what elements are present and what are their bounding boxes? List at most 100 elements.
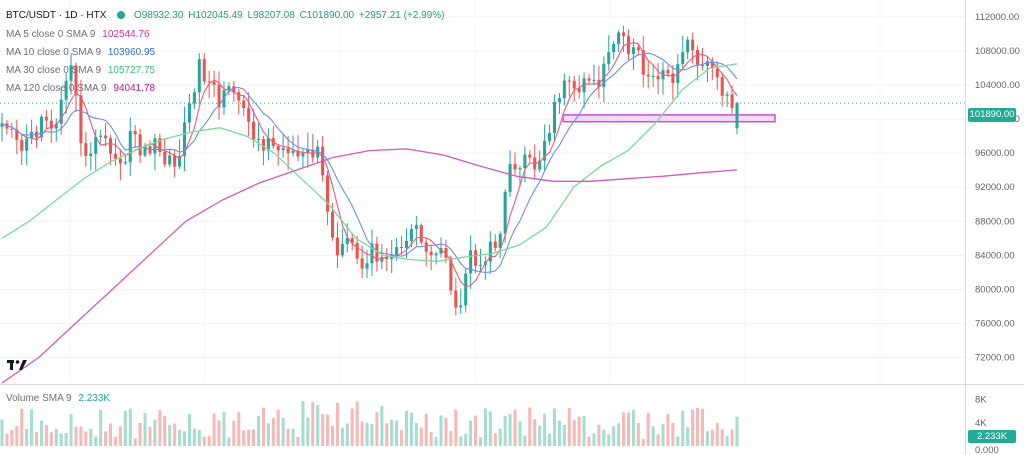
volume-bar xyxy=(469,420,473,446)
volume-bar xyxy=(340,427,344,446)
candle-body xyxy=(429,251,433,256)
volume-bar xyxy=(256,415,261,446)
market-status-dot xyxy=(117,11,126,19)
volume-bar xyxy=(44,425,48,446)
candle-body xyxy=(306,149,310,154)
candle-body xyxy=(651,76,655,78)
ma10-label: MA 10 close 0 SMA 9 xyxy=(6,47,102,58)
candle-body xyxy=(582,78,586,93)
volume-bar xyxy=(725,436,729,446)
volume-bar xyxy=(227,437,231,446)
volume-bar xyxy=(641,439,645,446)
volume-bar xyxy=(454,409,458,446)
candle-body xyxy=(281,148,285,151)
candle-body xyxy=(94,136,98,154)
candle-body xyxy=(182,122,187,156)
candle-body xyxy=(557,98,561,103)
ma10-legend[interactable]: MA 10 close 0 SMA 9 103960.95 xyxy=(6,47,155,59)
volume-bar xyxy=(94,436,98,446)
candle-body xyxy=(454,290,458,308)
volume-bar xyxy=(577,416,581,446)
candle-body xyxy=(681,52,685,65)
volume-bar xyxy=(592,433,596,446)
tradingview-logo-icon xyxy=(7,360,27,370)
volume-bar xyxy=(20,408,24,446)
volume-bar xyxy=(552,408,557,446)
volume-bar xyxy=(646,412,650,446)
volume-bar xyxy=(597,424,601,446)
candle-body xyxy=(69,65,73,81)
volume-bar xyxy=(686,427,690,446)
candle-body xyxy=(355,242,359,259)
volume-bar xyxy=(64,433,68,446)
volume-bar xyxy=(513,409,517,446)
volume-bar xyxy=(182,431,187,446)
candle-body xyxy=(192,92,196,104)
volume-bar xyxy=(518,421,522,446)
ma120-value: 94041.78 xyxy=(113,83,156,94)
ma120-legend[interactable]: MA 120 close 0 SMA 9 94041.78 xyxy=(6,83,155,95)
candle-body xyxy=(345,238,349,245)
candle-body xyxy=(276,145,280,151)
ma30-label: MA 30 close 0 SMA 9 xyxy=(6,65,102,76)
volume-bar xyxy=(720,429,724,446)
candle-body xyxy=(242,100,246,109)
volume-bar xyxy=(207,435,211,446)
symbol-title[interactable]: BTC/USDT · 1D · HTX xyxy=(6,10,107,21)
candle-body xyxy=(730,94,734,109)
candle-body xyxy=(464,273,468,306)
volume-bar xyxy=(459,436,463,446)
volume-bar xyxy=(252,429,256,446)
volume-bar xyxy=(735,416,739,446)
candle-body xyxy=(523,154,527,169)
volume-bar xyxy=(5,433,9,446)
candle-body xyxy=(54,123,58,129)
candle-body xyxy=(187,103,191,123)
volume-bar xyxy=(424,413,428,446)
candle-body xyxy=(375,243,379,262)
ma5-legend[interactable]: MA 5 close 0 SMA 9 102544.76 xyxy=(6,29,150,41)
price-tick-label: 112000.00 xyxy=(975,12,1019,23)
volume-bar xyxy=(345,423,349,446)
candle-body xyxy=(207,81,211,83)
volume-bar xyxy=(133,438,137,446)
candle-body xyxy=(163,151,167,165)
volume-bar xyxy=(74,426,78,446)
volume-bar xyxy=(444,417,448,446)
volume-bar xyxy=(449,431,453,446)
volume-bar xyxy=(261,407,265,446)
volume-tick-label: 0.000 xyxy=(975,445,999,455)
volume-bar xyxy=(478,437,483,446)
ma30-line xyxy=(1,63,738,262)
candle-body xyxy=(113,153,117,159)
candle-body xyxy=(178,155,182,167)
tradingview-logo[interactable] xyxy=(6,357,28,375)
candle-body xyxy=(89,153,93,156)
price-tick-label: 96000.00 xyxy=(975,148,1015,159)
candle-body xyxy=(592,79,596,81)
support-zone-box xyxy=(562,114,776,123)
volume-bar xyxy=(705,431,709,446)
volume-bar xyxy=(661,424,665,446)
volume-bar xyxy=(286,428,290,446)
volume-bar xyxy=(380,405,384,446)
volume-bar xyxy=(548,433,552,446)
candle-body xyxy=(340,244,344,256)
candle-body xyxy=(360,258,364,269)
volume-bar xyxy=(0,419,4,446)
candle-body xyxy=(286,148,290,154)
candle-body xyxy=(548,132,552,141)
volume-bar xyxy=(404,410,409,446)
volume-bar xyxy=(696,407,700,446)
ma30-legend[interactable]: MA 30 close 0 SMA 9 105727.75 xyxy=(6,65,155,77)
candle-body xyxy=(414,225,418,230)
volume-bar xyxy=(498,428,502,446)
volume-bar xyxy=(59,433,63,446)
candle-body xyxy=(232,86,236,93)
volume-legend[interactable]: Volume SMA 9 2.233K xyxy=(6,393,110,404)
candle-body xyxy=(538,160,542,170)
volume-bar xyxy=(10,429,14,446)
candle-body xyxy=(118,158,122,164)
ohlc-change: +2957.21 (+2.99%) xyxy=(358,10,445,21)
